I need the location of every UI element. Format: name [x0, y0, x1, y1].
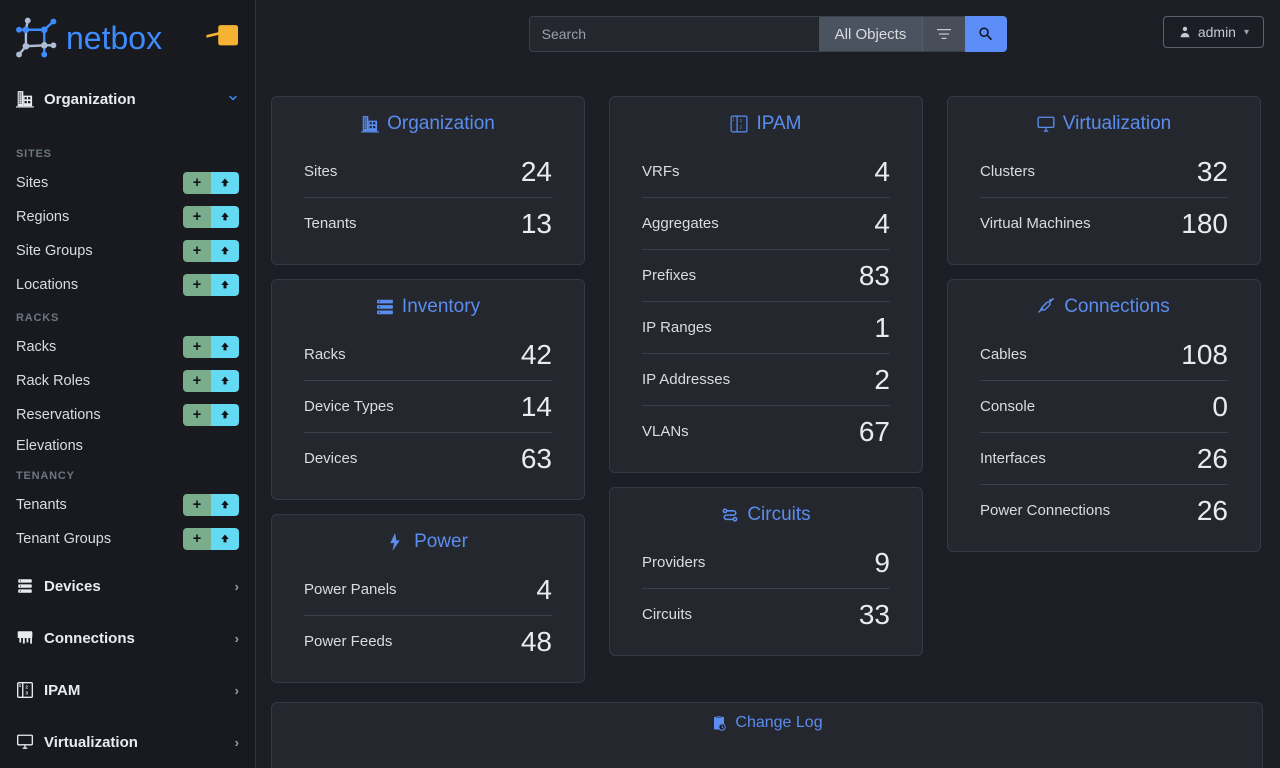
svg-text:2: 2 — [740, 118, 743, 123]
svg-text:1: 1 — [19, 683, 22, 689]
svg-text:2: 2 — [25, 684, 28, 690]
svg-text:1: 1 — [733, 117, 736, 122]
svg-text:3: 3 — [25, 690, 28, 696]
svg-text:3: 3 — [740, 125, 743, 130]
